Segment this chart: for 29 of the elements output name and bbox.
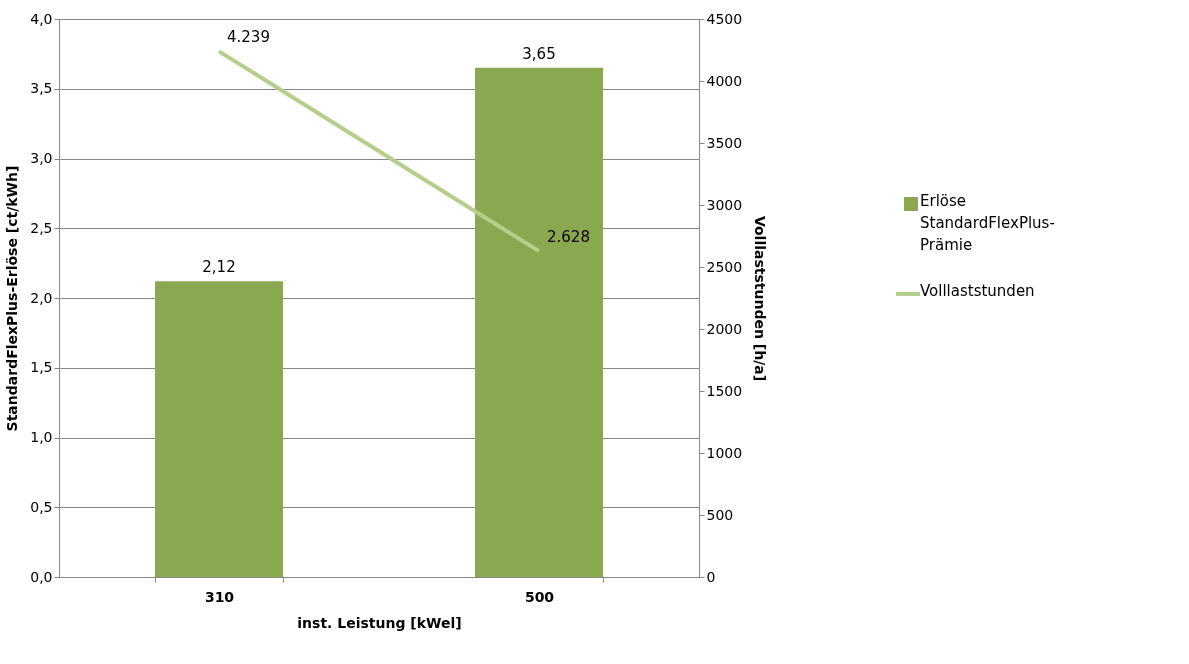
data-label: 4.239 [227,28,270,47]
y2-tick-label: 0 [706,568,716,585]
y2-tick-label: 500 [706,506,734,523]
y-tick-label: 3,0 [30,150,53,166]
x-axis-title: inst. Leistung [kWel] [297,614,462,631]
y2-tick-label: 3000 [706,196,743,213]
data-label: 3,65 [522,44,556,63]
x-tick-label: 310 [204,588,235,605]
y-tick-label: 1,5 [30,359,53,376]
y2-tick-label: 1000 [706,444,743,461]
y-tick-label: 4,0 [30,10,53,27]
y-tick-label: 3,5 [30,80,53,97]
y-axis-title: StandardFlexPlus-Erlöse [ct/kWh] [4,165,21,432]
data-label: 2.628 [547,228,590,247]
data-label: 2,12 [202,258,236,277]
y2-axis-title: Volllaststunden [h/a] [752,215,769,382]
y2-tick-label: 4500 [706,10,743,27]
y2-tick-label: 1500 [706,382,743,399]
legend-label: Volllaststunden [920,282,1035,300]
y2-tick-label: 4000 [706,72,743,89]
y-tick-label: 1,0 [30,429,53,445]
y-tick-label: 2,0 [30,289,53,306]
legend-label: Erlöse StandardFlexPlus-Prämie [920,192,1055,254]
y2-tick-label: 2500 [706,258,743,275]
y-tick-label: 2,5 [30,219,53,236]
y-tick-label: 0,5 [30,498,53,515]
y2-tick-label: 2000 [706,320,743,337]
y-tick-label: 0,0 [30,568,53,585]
y2-tick-label: 3500 [706,134,743,151]
